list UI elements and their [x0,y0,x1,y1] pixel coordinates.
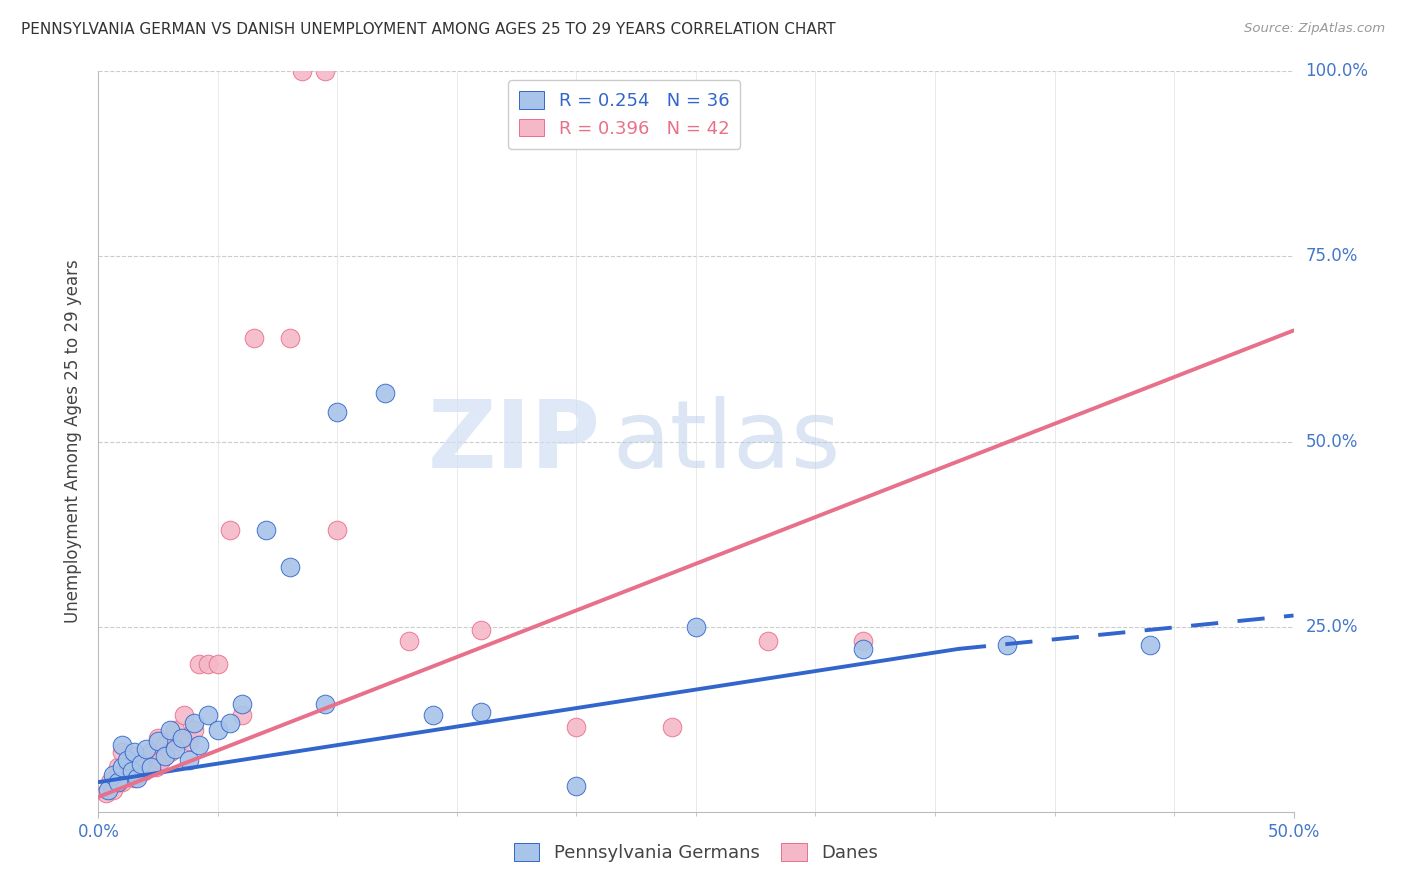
Text: atlas: atlas [612,395,841,488]
Point [207,657,229,671]
Text: Source: ZipAtlas.com: Source: ZipAtlas.com [1244,22,1385,36]
Point [315,698,337,712]
Point [374,386,396,401]
Point [326,405,349,419]
Point [852,641,875,656]
Point [661,720,683,734]
Text: 25.0%: 25.0% [1305,617,1358,636]
Text: 50.0%: 50.0% [1305,433,1358,450]
Text: 100.0%: 100.0% [1305,62,1368,80]
Point [139,760,162,774]
Point [101,767,124,781]
Point [131,756,153,771]
Point [124,746,146,760]
Point [995,638,1018,652]
Point [470,624,492,638]
Point [179,753,201,767]
Point [132,764,155,778]
Point [756,634,779,648]
Point [172,731,194,745]
Point [125,767,148,781]
Point [685,619,707,633]
Point [145,760,167,774]
Point [278,560,301,574]
Point [173,708,195,723]
Point [107,760,129,774]
Point [115,764,138,778]
Point [470,705,492,719]
Point [148,731,170,745]
Point [111,738,134,752]
Point [115,753,138,767]
Point [163,723,186,738]
Point [149,753,172,767]
Point [290,64,312,78]
Point [121,764,143,778]
Point [1139,638,1161,652]
Point [135,741,157,756]
Point [131,756,153,771]
Point [315,64,337,78]
Point [155,738,177,752]
Point [243,331,266,345]
Point [852,634,875,648]
Point [183,715,205,730]
Point [155,749,177,764]
Point [207,723,229,738]
Point [231,708,253,723]
Y-axis label: Unemployment Among Ages 25 to 29 years: Unemployment Among Ages 25 to 29 years [65,260,83,624]
Point [398,634,420,648]
Point [565,720,588,734]
Point [148,734,170,748]
Point [179,734,201,748]
Point [422,708,444,723]
Point [97,782,120,797]
Point [169,734,191,748]
Point [135,753,157,767]
Point [139,746,162,760]
Point [278,331,301,345]
Text: PENNSYLVANIA GERMAN VS DANISH UNEMPLOYMENT AMONG AGES 25 TO 29 YEARS CORRELATION: PENNSYLVANIA GERMAN VS DANISH UNEMPLOYME… [21,22,835,37]
Legend: Pennsylvania Germans, Danes: Pennsylvania Germans, Danes [506,836,886,870]
Point [101,782,124,797]
Point [565,779,588,793]
Text: ZIP: ZIP [427,395,600,488]
Point [124,772,146,786]
Point [94,786,117,800]
Point [231,698,253,712]
Point [159,746,181,760]
Point [187,657,209,671]
Point [124,749,146,764]
Point [107,775,129,789]
Point [98,775,122,789]
Point [107,767,129,781]
Point [197,708,219,723]
Point [326,524,349,538]
Point [159,723,181,738]
Point [118,760,141,774]
Point [111,746,134,760]
Point [219,715,242,730]
Point [254,524,277,538]
Point [111,775,134,789]
Point [219,524,242,538]
Point [125,772,148,786]
Point [183,723,205,738]
Point [197,657,219,671]
Point [111,760,134,774]
Point [163,741,186,756]
Point [187,738,209,752]
Text: 75.0%: 75.0% [1305,247,1358,266]
